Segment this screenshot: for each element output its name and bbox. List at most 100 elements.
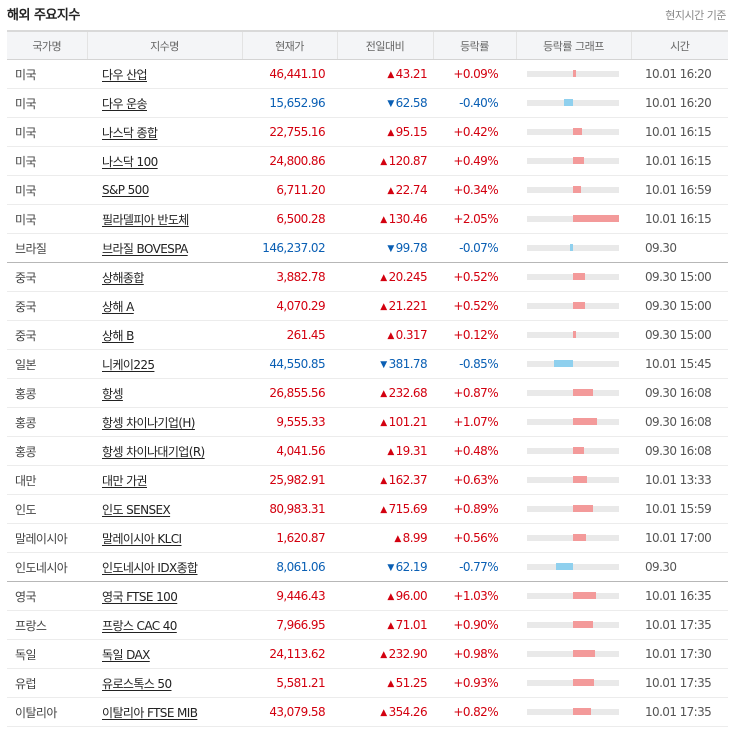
index-name-cell: 말레이시아 KLCI <box>87 523 242 553</box>
table-row: 미국 나스닥 100 24,800.86 ▲ 120.87 +0.49% 10.01 16:… <box>7 146 728 176</box>
index-link[interactable]: 이탈리아 FTSE MIB <box>102 705 198 720</box>
table-row: 홍콩 항셍 차이나기업(H) 9,555.33 ▲ 101.21 +1.07% 09.30 … <box>7 407 728 437</box>
change-rate-cell: +0.93% <box>433 668 516 698</box>
index-name-cell: 인도네시아 IDX종합 <box>87 552 242 582</box>
graph-bar <box>573 157 584 164</box>
index-link[interactable]: 나스닥 100 <box>102 154 158 169</box>
change-cell: ▲ 715.69 <box>337 494 433 524</box>
index-link[interactable]: 나스닥 종합 <box>102 125 158 140</box>
index-name-cell: 영국 FTSE 100 <box>87 581 242 611</box>
index-link[interactable]: 대만 가권 <box>102 473 148 488</box>
index-link[interactable]: 영국 FTSE 100 <box>102 589 178 604</box>
time-cell: 10.01 16:20 <box>631 59 728 89</box>
index-name-cell: 나스닥 종합 <box>87 117 242 147</box>
change-rate-graph-cell <box>516 146 631 176</box>
triangle-down-icon: ▼ <box>387 563 394 573</box>
triangle-up-icon: ▲ <box>380 505 387 515</box>
current-price-cell: 24,113.62 <box>242 639 337 669</box>
time-cell: 10.01 17:35 <box>631 610 728 640</box>
current-price-cell: 22,755.16 <box>242 117 337 147</box>
table-row: 홍콩 항셍 26,855.56 ▲ 232.68 +0.87% 09.30 16:08 <box>7 378 728 408</box>
change-rate-cell: +0.34% <box>433 175 516 205</box>
triangle-up-icon: ▲ <box>394 534 401 544</box>
index-link[interactable]: 상해 B <box>102 328 134 343</box>
index-link[interactable]: 말레이시아 KLCI <box>102 531 182 546</box>
time-cell: 09.30 16:08 <box>631 407 728 437</box>
time-cell: 09.30 <box>631 552 728 582</box>
index-name-cell: 다우 산업 <box>87 59 242 89</box>
table-row: 유럽 유로스톡스 50 5,581.21 ▲ 51.25 +0.93% 10.01 17:3… <box>7 668 728 698</box>
triangle-up-icon: ▲ <box>387 679 394 689</box>
index-name-cell: 프랑스 CAC 40 <box>87 610 242 640</box>
triangle-up-icon: ▲ <box>380 215 387 225</box>
graph-bar <box>573 476 587 483</box>
time-cell: 10.01 13:33 <box>631 465 728 495</box>
index-link[interactable]: 항셍 차이나기업(H) <box>102 415 195 430</box>
triangle-down-icon: ▼ <box>380 360 387 370</box>
change-cell: ▲ 43.21 <box>337 59 433 89</box>
change-value: 232.90 <box>388 647 428 661</box>
change-value: 0.317 <box>395 328 428 342</box>
change-rate-cell: +0.42% <box>433 117 516 147</box>
current-price-cell: 46,441.10 <box>242 59 337 89</box>
index-link[interactable]: 항셍 차이나대기업(R) <box>102 444 205 459</box>
change-cell: ▲ 120.87 <box>337 146 433 176</box>
index-link[interactable]: 유로스톡스 50 <box>102 676 172 691</box>
graph-bar <box>554 360 573 367</box>
triangle-up-icon: ▲ <box>387 447 394 457</box>
time-cell: 10.01 16:15 <box>631 204 728 234</box>
country-cell: 프랑스 <box>7 610 87 640</box>
change-rate-graph-cell <box>516 610 631 640</box>
index-link[interactable]: 항셍 <box>102 386 123 401</box>
graph-bar <box>564 99 573 106</box>
change-rate-graph-cell <box>516 88 631 118</box>
table-row: 중국 상해 A 4,070.29 ▲ 21.221 +0.52% 09.30 15:00 <box>7 291 728 321</box>
change-value: 381.78 <box>388 357 428 371</box>
change-value: 101.21 <box>388 415 428 429</box>
index-link[interactable]: 니케이225 <box>102 357 155 372</box>
change-cell: ▲ 19.31 <box>337 436 433 466</box>
index-link[interactable]: 독일 DAX <box>102 647 150 662</box>
index-link[interactable]: 인도네시아 IDX종합 <box>102 560 198 575</box>
index-link[interactable]: 상해종합 <box>102 270 144 285</box>
index-link[interactable]: 인도 SENSEX <box>102 502 171 517</box>
triangle-up-icon: ▲ <box>387 128 394 138</box>
index-name-cell: S&P 500 <box>87 175 242 205</box>
current-price-cell: 1,620.87 <box>242 523 337 553</box>
table-row: 브라질 브라질 BOVESPA 146,237.02 ▼ 99.78 -0.07% 09.3… <box>7 233 728 263</box>
triangle-up-icon: ▲ <box>380 708 387 718</box>
index-link[interactable]: 프랑스 CAC 40 <box>102 618 177 633</box>
current-price-cell: 7,966.95 <box>242 610 337 640</box>
index-name-cell: 상해 A <box>87 291 242 321</box>
graph-bar <box>573 273 585 280</box>
current-price-cell: 43,079.58 <box>242 697 337 727</box>
index-name-cell: 항셍 <box>87 378 242 408</box>
change-rate-cell: +0.09% <box>433 59 516 89</box>
table-row: 미국 나스닥 종합 22,755.16 ▲ 95.15 +0.42% 10.01 16:15 <box>7 117 728 147</box>
column-header-change: 전일대비 <box>336 30 433 60</box>
change-rate-graph-cell <box>516 407 631 437</box>
index-link[interactable]: 브라질 BOVESPA <box>102 241 188 256</box>
local-time-note: 현지시간 기준 <box>665 9 726 22</box>
current-price-cell: 24,800.86 <box>242 146 337 176</box>
index-name-cell: 나스닥 100 <box>87 146 242 176</box>
index-link[interactable]: 다우 산업 <box>102 67 148 82</box>
country-cell: 미국 <box>7 117 87 147</box>
triangle-up-icon: ▲ <box>380 418 387 428</box>
table-row: 중국 상해종합 3,882.78 ▲ 20.245 +0.52% 09.30 15:00 <box>7 262 728 292</box>
table-row: 말레이시아 말레이시아 KLCI 1,620.87 ▲ 8.99 +0.56% 10.01 … <box>7 523 728 553</box>
current-price-cell: 3,882.78 <box>242 262 337 292</box>
index-name-cell: 니케이225 <box>87 349 242 379</box>
index-link[interactable]: S&P 500 <box>102 183 149 197</box>
index-link[interactable]: 필라델피아 반도체 <box>102 212 189 227</box>
time-cell: 09.30 16:08 <box>631 436 728 466</box>
change-rate-graph-cell <box>516 233 631 263</box>
time-cell: 09.30 16:08 <box>631 378 728 408</box>
current-price-cell: 80,983.31 <box>242 494 337 524</box>
change-value: 354.26 <box>388 705 428 719</box>
index-link[interactable]: 상해 A <box>102 299 134 314</box>
time-cell: 09.30 <box>631 233 728 263</box>
index-link[interactable]: 다우 운송 <box>102 96 148 111</box>
table-row: 홍콩 항셍 차이나대기업(R) 4,041.56 ▲ 19.31 +0.48% 09.30 … <box>7 436 728 466</box>
change-cell: ▲ 21.221 <box>337 291 433 321</box>
